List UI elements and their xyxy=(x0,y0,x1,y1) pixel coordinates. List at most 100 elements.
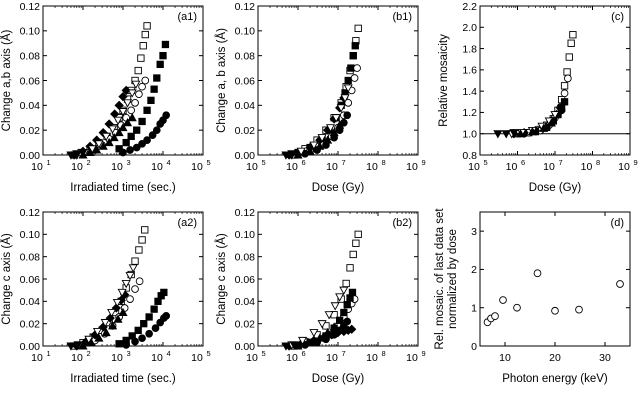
data-point xyxy=(121,85,131,96)
data-point xyxy=(153,74,161,82)
series-7 xyxy=(281,341,299,351)
data-point xyxy=(293,150,303,159)
data-point xyxy=(101,132,111,142)
y-tick-label: 1.2 xyxy=(462,107,477,119)
data-point xyxy=(336,104,346,113)
y-tick-label: 2.2 xyxy=(462,1,477,13)
data-point xyxy=(281,151,291,160)
data-point xyxy=(348,288,357,297)
x-axis-label: Dose (Gy) xyxy=(529,182,582,194)
y-axis-label: Change a,b axis (Å) xyxy=(0,30,13,132)
data-point xyxy=(297,336,308,346)
data-point xyxy=(539,123,549,132)
data-point xyxy=(156,60,164,69)
x-tick-exponent: 7 xyxy=(559,158,563,167)
data-point xyxy=(343,84,353,93)
data-point xyxy=(335,293,345,302)
data-point xyxy=(330,302,340,311)
data-point xyxy=(140,320,148,328)
data-point xyxy=(501,130,511,139)
data-point xyxy=(350,74,359,82)
x-tick-exponent: 6 xyxy=(302,158,306,167)
x-tick-exponent: 9 xyxy=(422,158,426,167)
data-point xyxy=(141,30,149,39)
x-tick-exponent: 1 xyxy=(47,158,51,167)
data-point xyxy=(104,137,114,147)
x-tick-exponent: 5 xyxy=(207,158,211,167)
x-axis-label: Dose (Gy) xyxy=(312,182,365,194)
data-point xyxy=(138,82,146,91)
data-point xyxy=(112,298,122,308)
data-point xyxy=(560,89,569,98)
panel-d: 10 20 30 0 1 2 3 Photon energy (keV) Rel. mosaic… xyxy=(434,208,631,385)
series-6 xyxy=(515,118,556,138)
data-point xyxy=(151,324,160,332)
data-point xyxy=(353,64,361,72)
data-point xyxy=(323,135,333,144)
data-point xyxy=(150,85,158,93)
data-point xyxy=(114,100,124,110)
data-point xyxy=(349,250,357,259)
data-point xyxy=(317,134,327,143)
data-point xyxy=(131,98,139,107)
data-point xyxy=(616,280,624,288)
data-point xyxy=(323,327,333,337)
data-point xyxy=(118,307,128,316)
y-axis-label: Change a, b axis (Å) xyxy=(215,28,228,133)
panel-label: (a2) xyxy=(177,217,197,229)
data-point xyxy=(66,342,76,351)
data-point xyxy=(309,141,319,150)
x-tick-exponent: 5 xyxy=(262,158,266,167)
series-7 xyxy=(493,129,519,139)
data-point xyxy=(160,288,168,297)
y-tick-label: 0.10 xyxy=(20,26,41,38)
y-tick-label: 0.06 xyxy=(20,274,41,286)
x-tick-exponent: 9 xyxy=(634,158,638,167)
data-point xyxy=(118,108,128,117)
data-point xyxy=(101,327,111,337)
y-tick-label: 0.00 xyxy=(20,341,41,353)
data-point xyxy=(138,334,146,343)
data-point xyxy=(131,285,139,293)
y-tick-label: 0.8 xyxy=(462,150,477,162)
data-point xyxy=(138,117,146,126)
data-point xyxy=(331,114,341,123)
plot-frame xyxy=(42,5,204,156)
data-point xyxy=(499,296,507,304)
data-point xyxy=(122,341,131,349)
x-tick-label: 10 xyxy=(31,352,43,364)
data-point xyxy=(135,277,144,286)
data-point xyxy=(78,341,88,350)
data-point xyxy=(133,126,141,134)
y-tick-label: 0.04 xyxy=(235,100,256,112)
plot-frame xyxy=(42,211,204,347)
data-point xyxy=(119,148,127,157)
data-point xyxy=(139,42,147,50)
data-point xyxy=(565,53,573,61)
x-tick-label: 10 xyxy=(468,161,480,173)
series-6 xyxy=(293,120,345,159)
x-tick-exponent: 2 xyxy=(87,349,91,358)
x-tick-exponent: 8 xyxy=(382,158,386,167)
x-tick-label: 10 xyxy=(191,161,203,173)
series-1 xyxy=(115,40,170,153)
data-point xyxy=(305,337,315,347)
x-tick-exponent: 1 xyxy=(47,349,51,358)
data-point xyxy=(546,118,556,127)
y-tick-label: 0 xyxy=(471,341,477,353)
y-tick-label: 0.10 xyxy=(235,229,256,241)
y-tick-label: 2.0 xyxy=(462,22,477,34)
y-tick-label: 0.00 xyxy=(235,341,256,353)
data-point xyxy=(325,124,336,133)
y-tick-label: 0.06 xyxy=(235,75,256,87)
data-point xyxy=(122,138,130,147)
panel-label: (d) xyxy=(611,217,624,229)
data-point xyxy=(354,24,362,32)
series-5 xyxy=(287,286,349,350)
data-point xyxy=(109,132,119,142)
data-point xyxy=(92,327,103,337)
data-point xyxy=(128,264,138,273)
data-point xyxy=(141,76,150,85)
data-point xyxy=(122,117,133,127)
data-point xyxy=(127,132,135,141)
